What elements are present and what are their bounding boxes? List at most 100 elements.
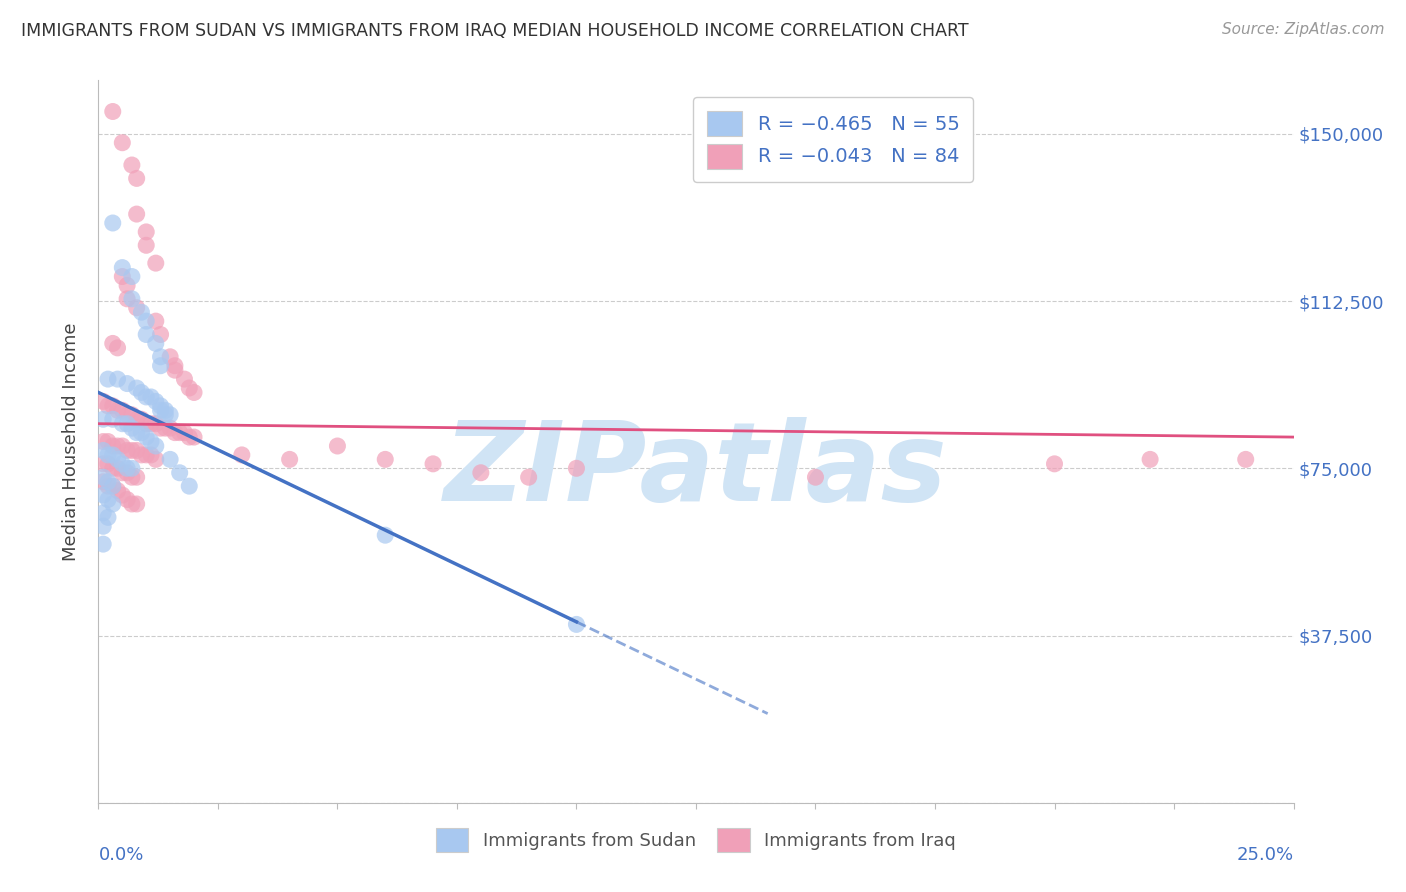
Point bbox=[107, 439, 129, 453]
Point bbox=[97, 399, 120, 413]
Point bbox=[91, 475, 114, 489]
Point bbox=[1234, 452, 1257, 467]
Point bbox=[1043, 457, 1066, 471]
Point bbox=[125, 207, 148, 221]
Point bbox=[135, 417, 157, 431]
Legend: Immigrants from Sudan, Immigrants from Iraq: Immigrants from Sudan, Immigrants from I… bbox=[429, 822, 963, 859]
Text: ZIPatlas: ZIPatlas bbox=[444, 417, 948, 524]
Point bbox=[91, 537, 114, 551]
Point bbox=[115, 278, 138, 293]
Point bbox=[125, 443, 148, 458]
Point bbox=[121, 269, 143, 284]
Point bbox=[145, 417, 167, 431]
Point bbox=[517, 470, 540, 484]
Point bbox=[91, 394, 114, 409]
Point bbox=[115, 376, 138, 391]
Point bbox=[179, 479, 201, 493]
Point bbox=[135, 390, 157, 404]
Point bbox=[97, 475, 120, 489]
Point bbox=[149, 359, 172, 373]
Point bbox=[101, 336, 124, 351]
Point bbox=[278, 452, 301, 467]
Point bbox=[107, 483, 129, 498]
Point bbox=[131, 425, 153, 440]
Point bbox=[111, 439, 134, 453]
Point bbox=[115, 466, 138, 480]
Point bbox=[159, 408, 181, 422]
Point bbox=[91, 434, 114, 449]
Point bbox=[163, 359, 186, 373]
Point bbox=[374, 528, 396, 542]
Point bbox=[169, 425, 191, 440]
Point bbox=[97, 457, 120, 471]
Point bbox=[125, 497, 148, 511]
Point bbox=[121, 158, 143, 172]
Point bbox=[163, 363, 186, 377]
Point bbox=[145, 439, 167, 453]
Point bbox=[565, 461, 588, 475]
Point bbox=[1139, 452, 1161, 467]
Point bbox=[101, 399, 124, 413]
Point bbox=[149, 350, 172, 364]
Point bbox=[179, 430, 201, 444]
Point bbox=[145, 336, 167, 351]
Point bbox=[115, 292, 138, 306]
Point bbox=[101, 439, 124, 453]
Point bbox=[121, 443, 143, 458]
Point bbox=[91, 412, 114, 426]
Point bbox=[183, 385, 205, 400]
Point bbox=[107, 341, 129, 355]
Point bbox=[374, 452, 396, 467]
Point bbox=[231, 448, 253, 462]
Point bbox=[326, 439, 349, 453]
Point bbox=[145, 314, 167, 328]
Point bbox=[107, 461, 129, 475]
Point bbox=[149, 403, 172, 417]
Point bbox=[125, 381, 148, 395]
Point bbox=[91, 519, 114, 533]
Point bbox=[131, 385, 153, 400]
Point bbox=[121, 470, 143, 484]
Point bbox=[115, 492, 138, 507]
Point bbox=[139, 434, 162, 449]
Point bbox=[125, 425, 148, 440]
Point bbox=[115, 461, 138, 475]
Point bbox=[159, 421, 181, 435]
Point bbox=[111, 488, 134, 502]
Point bbox=[101, 448, 124, 462]
Point bbox=[149, 327, 172, 342]
Point bbox=[107, 372, 129, 386]
Point bbox=[121, 292, 143, 306]
Point bbox=[149, 399, 172, 413]
Point bbox=[91, 457, 114, 471]
Point bbox=[125, 412, 148, 426]
Point bbox=[149, 421, 172, 435]
Point bbox=[163, 425, 186, 440]
Point bbox=[97, 492, 120, 507]
Point bbox=[101, 104, 124, 119]
Point bbox=[145, 256, 167, 270]
Point bbox=[97, 372, 120, 386]
Point bbox=[121, 497, 143, 511]
Text: 25.0%: 25.0% bbox=[1236, 847, 1294, 864]
Point bbox=[101, 216, 124, 230]
Point bbox=[135, 448, 157, 462]
Point bbox=[135, 430, 157, 444]
Point bbox=[111, 269, 134, 284]
Point bbox=[135, 327, 157, 342]
Point bbox=[121, 461, 143, 475]
Point bbox=[565, 617, 588, 632]
Point bbox=[107, 403, 129, 417]
Point bbox=[155, 421, 177, 435]
Point bbox=[91, 443, 114, 458]
Point bbox=[169, 466, 191, 480]
Point bbox=[101, 461, 124, 475]
Point bbox=[111, 260, 134, 275]
Point bbox=[173, 425, 195, 440]
Point bbox=[115, 408, 138, 422]
Point bbox=[125, 470, 148, 484]
Point bbox=[139, 390, 162, 404]
Point bbox=[121, 421, 143, 435]
Point bbox=[139, 417, 162, 431]
Point bbox=[107, 452, 129, 467]
